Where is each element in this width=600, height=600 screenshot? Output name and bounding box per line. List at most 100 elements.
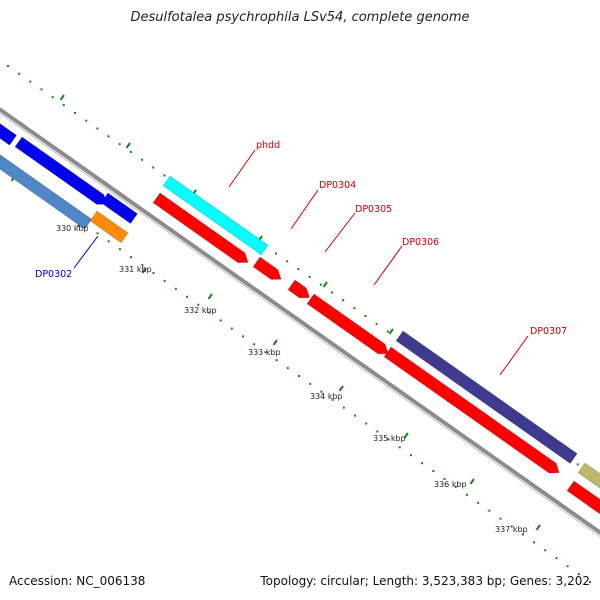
inner-tick bbox=[141, 267, 147, 274]
inner-guide-dot bbox=[242, 335, 244, 338]
inner-guide-dot bbox=[555, 557, 558, 560]
inner-guide-dot bbox=[152, 272, 155, 274]
inner-guide-dot bbox=[309, 382, 312, 385]
scale-label: 334 kbp bbox=[310, 392, 343, 401]
inner-guide-dot bbox=[443, 478, 446, 480]
gene-label: phdd bbox=[256, 140, 280, 151]
inner-guide-dot bbox=[298, 375, 300, 377]
gene-bar bbox=[162, 175, 269, 256]
outer-tick bbox=[388, 328, 394, 335]
inner-guide-dot bbox=[264, 351, 267, 354]
inner-guide-dot bbox=[454, 485, 457, 488]
inner-guide-dot bbox=[107, 240, 110, 243]
inner-guide-dot bbox=[465, 493, 468, 496]
inner-tick bbox=[272, 339, 278, 346]
gene-label: DP0305 bbox=[355, 204, 392, 215]
gene-label: DP0307 bbox=[530, 326, 567, 337]
gene-bar bbox=[566, 480, 600, 515]
inner-guide-dot bbox=[566, 565, 569, 568]
outer-guide-dot bbox=[141, 158, 143, 161]
inner-guide-dot bbox=[96, 232, 99, 235]
gene-bar bbox=[287, 279, 310, 299]
inner-guide-dot bbox=[488, 509, 491, 512]
genome-summary-text: Topology: circular; Length: 3,523,383 bp… bbox=[260, 574, 590, 588]
inner-guide-dot bbox=[387, 438, 390, 441]
inner-guide-dot bbox=[130, 256, 133, 259]
inner-guide-dot bbox=[477, 501, 480, 504]
outer-guide-dot bbox=[51, 96, 54, 99]
outer-guide-dot bbox=[74, 111, 76, 114]
scale-label: 337 kbp bbox=[495, 525, 528, 534]
map-labels: phdd DP0304 DP0305 DP0306 DP0307 DP0302 330 kb… bbox=[35, 140, 567, 534]
outer-guide-dot bbox=[129, 150, 132, 153]
outer-guide-dot bbox=[286, 260, 289, 263]
outer-guide-dot bbox=[364, 315, 367, 317]
outer-guide-dot bbox=[152, 166, 155, 169]
inner-guide-dot bbox=[533, 541, 535, 544]
gene-bar bbox=[252, 256, 282, 280]
outer-guide-dot bbox=[576, 463, 579, 466]
inner-guide-dot bbox=[354, 414, 356, 417]
outer-guide-dot bbox=[342, 299, 345, 302]
inner-guide-dot bbox=[365, 422, 368, 425]
inner-guide-dot bbox=[432, 470, 435, 473]
inner-tick bbox=[207, 293, 213, 300]
backbone-strand bbox=[0, 107, 600, 535]
outer-guide-dot bbox=[18, 72, 21, 75]
inner-guide-dot bbox=[342, 406, 345, 409]
gene-label: DP0304 bbox=[319, 180, 356, 191]
inner-guide-dot bbox=[331, 398, 334, 401]
label-leader-line bbox=[324, 212, 356, 253]
outer-guide-dot bbox=[386, 330, 389, 333]
gene-bar bbox=[152, 192, 249, 264]
scale-label: 330 kbp bbox=[56, 224, 89, 233]
outer-guide-dot bbox=[29, 80, 32, 83]
backbone-highlight bbox=[0, 112, 600, 538]
label-leader-line bbox=[73, 235, 99, 269]
inner-guide-dot bbox=[186, 295, 189, 298]
outer-guide-dot bbox=[375, 322, 378, 325]
inner-guide-dot bbox=[376, 430, 379, 433]
inner-guide-dot bbox=[253, 343, 256, 346]
scale-label: 335 kbp bbox=[373, 434, 406, 443]
scale-label: 331 kbp bbox=[119, 265, 152, 274]
outer-tick bbox=[125, 142, 131, 149]
label-leader-line bbox=[373, 245, 403, 286]
outer-guide-dot bbox=[297, 268, 300, 271]
inner-guide-dot bbox=[544, 549, 547, 552]
inner-guide-dot bbox=[421, 462, 424, 465]
inner-guide-dot bbox=[510, 525, 513, 528]
inner-tick bbox=[469, 478, 475, 485]
gene-bar bbox=[89, 210, 129, 244]
map-title: Desulfotalea psychrophila LSv54, complet… bbox=[130, 10, 470, 25]
inner-tick bbox=[338, 385, 344, 392]
scale-label: 332 kbp bbox=[184, 306, 217, 315]
label-leader-line bbox=[228, 149, 256, 188]
outer-guide-dot bbox=[107, 135, 110, 138]
gene-label: DP0302 bbox=[35, 269, 72, 280]
outer-guide-dot bbox=[62, 104, 65, 107]
inner-guide-dot bbox=[219, 319, 222, 322]
outer-guide-dot bbox=[85, 119, 88, 122]
inner-guide-dot bbox=[141, 264, 144, 267]
outer-guide-dot bbox=[96, 127, 99, 130]
inner-guide-dot bbox=[577, 573, 580, 576]
gene-bar bbox=[14, 136, 108, 205]
gene-features bbox=[0, 123, 600, 515]
outer-guide-dot bbox=[330, 291, 333, 294]
outer-guide-dot bbox=[7, 65, 9, 67]
outer-guide-dot bbox=[319, 283, 322, 286]
inner-guide-dot bbox=[409, 454, 412, 457]
inner-guide-dot bbox=[320, 390, 323, 393]
outer-guide-dot bbox=[308, 275, 311, 278]
outer-guide-dot bbox=[163, 174, 166, 177]
outer-tick bbox=[322, 281, 328, 288]
inner-guide-dot bbox=[118, 248, 121, 251]
gene-bar bbox=[0, 154, 93, 230]
outer-guide-dot bbox=[40, 88, 43, 91]
inner-guide-dot bbox=[197, 303, 200, 306]
backbone bbox=[0, 107, 600, 538]
inner-guide-dot bbox=[286, 367, 289, 370]
